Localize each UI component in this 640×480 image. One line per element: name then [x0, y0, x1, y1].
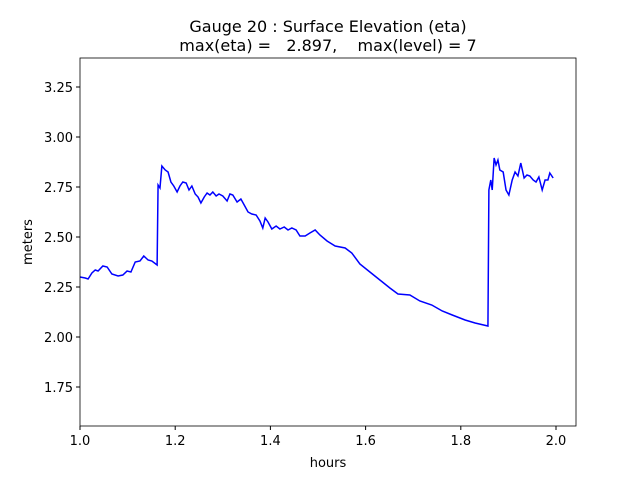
y-tick-label: 2.00 [44, 331, 73, 346]
x-tick-label: 1.8 [450, 434, 471, 449]
chart-title: Gauge 20 : Surface Elevation (eta) [189, 17, 466, 36]
y-tick-label: 2.75 [44, 181, 73, 196]
data-line [79, 157, 554, 327]
x-tick-label: 1.0 [70, 434, 91, 449]
x-tick-label: 1.2 [165, 434, 186, 449]
y-tick-label: 3.25 [44, 81, 73, 96]
plot-frame [79, 57, 577, 427]
chart-subtitle: max(eta) = 2.897, max(level) = 7 [179, 36, 476, 55]
x-axis-label: hours [310, 456, 347, 471]
y-tick-label: 3.00 [44, 131, 73, 146]
y-tick-label: 1.75 [44, 381, 73, 396]
y-tick-label: 2.50 [44, 231, 73, 246]
y-axis-label: meters [21, 219, 36, 265]
x-tick-label: 1.4 [260, 434, 281, 449]
y-tick-label: 2.25 [44, 281, 73, 296]
x-tick-label: 1.6 [355, 434, 376, 449]
x-tick-label: 2.0 [546, 434, 567, 449]
